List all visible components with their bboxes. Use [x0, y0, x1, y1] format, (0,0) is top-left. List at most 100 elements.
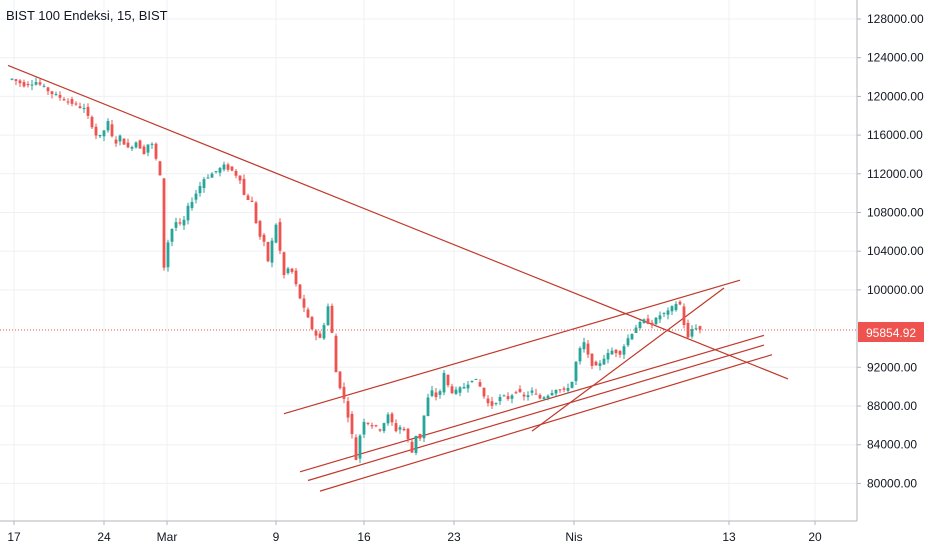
candle-body [482, 387, 486, 397]
current-price-label-bg [858, 322, 924, 342]
candle-body [390, 413, 394, 423]
price-axis[interactable]: 128000.00 124000.00 120000.00 116000.00 1120… [857, 12, 924, 490]
candle-body [646, 318, 650, 324]
candle-body [234, 170, 238, 176]
candle-body [694, 328, 698, 330]
candle-body [90, 116, 94, 128]
candle-body [118, 135, 122, 142]
y-tick-label: 92000.00 [867, 360, 917, 374]
candle-body [510, 395, 514, 399]
candle-body [610, 350, 614, 355]
candle-body [262, 234, 266, 242]
candle-body [622, 346, 626, 355]
x-tick-label: 23 [447, 530, 461, 544]
candle-body [534, 393, 538, 395]
candle-body [642, 319, 646, 323]
trendline-rising-support[interactable] [531, 287, 725, 432]
candle-body [46, 87, 50, 92]
x-tick-label: 13 [722, 530, 736, 544]
candle-body [678, 301, 682, 305]
x-tick-label: Nis [565, 530, 582, 544]
candle-body [50, 91, 54, 95]
candle-body [222, 164, 226, 170]
candle-body [242, 178, 246, 195]
candle-body [166, 242, 170, 268]
candle-body [318, 333, 322, 338]
candle-body [494, 403, 498, 405]
candle-body [362, 421, 366, 435]
candle-body [670, 306, 674, 312]
candle-body [554, 389, 558, 394]
candle-body [42, 85, 46, 87]
y-tick-label: 108000.00 [867, 205, 924, 219]
time-axis[interactable]: 17 24 Mar 9 16 23 Nis 13 20 [7, 521, 822, 544]
candle-body [506, 396, 510, 400]
candle-body [14, 79, 18, 81]
candle-body [538, 395, 542, 399]
candle-body [298, 284, 302, 299]
candle-body [490, 401, 494, 406]
candle-body [346, 401, 350, 418]
y-tick-label: 112000.00 [867, 167, 923, 181]
candle-body [598, 363, 602, 366]
candle-body [546, 395, 550, 399]
candle-body [366, 422, 370, 424]
candle-body [618, 350, 622, 355]
candle-body [434, 392, 438, 398]
candle-body [170, 228, 174, 242]
candle-body [382, 423, 386, 432]
candle-body [562, 388, 566, 390]
candle-body [174, 222, 178, 228]
candle-body [178, 222, 182, 224]
candle-body [246, 195, 250, 201]
candle-body [594, 361, 598, 366]
y-tick-label: 104000.00 [867, 244, 924, 258]
candle-body [342, 386, 346, 399]
candle-body [330, 305, 334, 333]
candle-body [162, 178, 166, 268]
y-tick-label: 124000.00 [867, 51, 924, 65]
trendline-channel-lower-3[interactable] [319, 354, 773, 492]
candle-body [374, 425, 378, 427]
candle-body [358, 435, 362, 459]
candle-body [558, 389, 562, 391]
x-tick-label: 20 [808, 530, 822, 544]
trendline-channel-lower-1[interactable] [299, 334, 765, 473]
candle-body [86, 106, 90, 116]
candle-body [426, 397, 430, 417]
trendline-channel-lower-2[interactable] [307, 344, 765, 482]
candle-body [254, 202, 258, 224]
candle-body [122, 138, 126, 145]
candle-body [442, 372, 446, 393]
candle-body [126, 142, 130, 148]
candle-body [18, 80, 22, 84]
candle-body [586, 343, 590, 355]
candle-body [194, 193, 198, 200]
trendline-channel-upper[interactable] [283, 279, 741, 415]
candle-body [270, 240, 274, 263]
x-tick-label: 16 [357, 530, 371, 544]
y-tick-label: 100000.00 [867, 283, 924, 297]
candle-body [410, 441, 414, 453]
candle-body [502, 395, 506, 397]
candle-body [630, 333, 634, 340]
candle-body [226, 164, 230, 170]
candle-body [58, 94, 62, 98]
x-tick-label: 17 [7, 530, 21, 544]
candle-body [370, 425, 374, 427]
candle-body [698, 326, 702, 330]
candle-body [182, 219, 186, 226]
candle-body [38, 82, 42, 85]
candle-body [354, 437, 358, 460]
candle-body [542, 397, 546, 399]
candle-body [378, 429, 382, 431]
candle-body [430, 390, 434, 397]
y-tick-label: 88000.00 [867, 399, 917, 413]
trendline-falling-resistance[interactable] [7, 64, 789, 380]
candle-body [230, 166, 234, 171]
candle-body [498, 396, 502, 402]
candle-body [650, 322, 654, 326]
candle-body [110, 124, 114, 137]
